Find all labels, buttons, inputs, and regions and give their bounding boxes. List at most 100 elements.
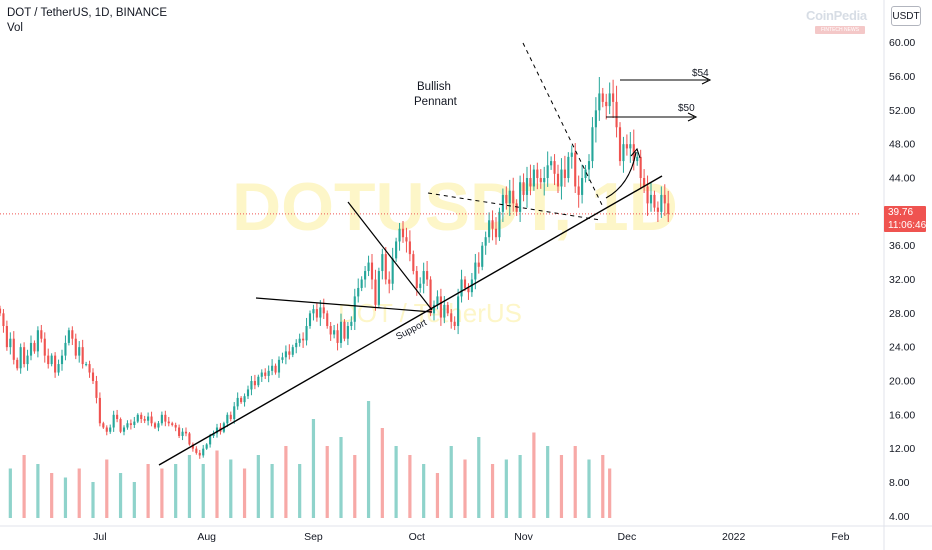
candle	[419, 277, 422, 293]
candle	[612, 79, 615, 119]
candle-body	[33, 342, 36, 352]
candle-body	[560, 169, 563, 187]
candle-body	[302, 338, 305, 341]
candle	[560, 158, 563, 200]
drawings	[158, 42, 712, 466]
candle	[143, 415, 146, 424]
candle-body	[370, 262, 374, 280]
volume-bar	[91, 482, 95, 518]
candle-body	[477, 262, 480, 267]
candle-body	[2, 313, 5, 327]
candle	[333, 324, 336, 339]
candle-body	[587, 161, 591, 170]
support-trendline	[158, 175, 663, 466]
candle-body	[360, 279, 363, 288]
candle-body	[85, 364, 88, 366]
candle-body	[26, 355, 29, 365]
candle-body	[594, 110, 597, 128]
candle-body	[229, 414, 232, 420]
candle	[181, 428, 184, 441]
candle-body	[415, 271, 418, 288]
bar-countdown: 11:06:46	[888, 219, 927, 231]
candle	[23, 342, 26, 368]
candle	[85, 361, 88, 367]
candle	[215, 423, 219, 438]
candle	[178, 424, 181, 439]
candle	[202, 444, 205, 458]
candle-body	[140, 414, 143, 420]
candle	[305, 317, 308, 346]
candle-body	[377, 271, 380, 305]
target-arrow-54-head	[701, 75, 712, 85]
candle	[601, 87, 604, 108]
candle-body	[439, 296, 442, 318]
candle-body	[167, 421, 170, 424]
symbol-title: DOT / TetherUS, 1D, BINANCE	[7, 7, 167, 19]
candle	[329, 321, 332, 341]
candle-body	[539, 178, 542, 183]
candle-body	[260, 372, 263, 377]
candle-body	[47, 355, 50, 365]
candle-body	[267, 370, 270, 376]
candle-body	[608, 93, 611, 107]
candle-body	[498, 211, 501, 238]
candle	[336, 323, 339, 351]
volume-bars	[8, 401, 612, 518]
x-axis[interactable]: Jul Aug Sep Oct Nov Dec 2022 Feb	[0, 525, 932, 543]
candle	[346, 321, 349, 346]
candle-body	[605, 101, 608, 107]
x-tick-label: Nov	[514, 531, 533, 543]
candle	[9, 332, 12, 355]
y-axis[interactable]: 60.0056.0052.0048.0044.0040.0036.0032.00…	[883, 0, 915, 550]
candle	[491, 210, 494, 241]
x-tick-label: Aug	[197, 531, 216, 543]
candle-body	[50, 355, 53, 365]
symbol-header: DOT / TetherUS, 1D, BINANCE Vol	[7, 6, 167, 36]
volume-bar	[242, 468, 247, 518]
candle-body	[591, 127, 594, 162]
candle-body	[178, 427, 181, 436]
candle	[353, 288, 356, 331]
candle-body	[171, 423, 174, 425]
candle	[481, 242, 484, 271]
candle	[567, 152, 570, 183]
candle	[374, 269, 377, 311]
currency-button[interactable]: USDT	[891, 6, 921, 26]
candle	[198, 449, 201, 459]
candle	[553, 154, 556, 186]
candle	[598, 76, 601, 121]
candle	[608, 82, 611, 115]
candle	[550, 156, 553, 170]
candle-body	[322, 307, 325, 314]
candle-body	[19, 347, 22, 369]
candle	[388, 271, 391, 294]
candle	[12, 331, 15, 365]
candle	[312, 304, 315, 321]
candle-body	[667, 203, 670, 214]
candle-body	[384, 254, 387, 280]
candle	[488, 212, 491, 243]
volume-bar	[394, 446, 398, 518]
candle	[67, 327, 70, 346]
candle	[477, 252, 480, 274]
candle-body	[546, 165, 549, 179]
candle-body	[553, 161, 556, 174]
y-tick-label: 36.00	[889, 240, 915, 252]
candle-body	[274, 365, 277, 373]
candle	[29, 335, 33, 361]
candle-body	[202, 448, 205, 456]
candle-body	[40, 330, 43, 339]
candle-body	[522, 182, 525, 195]
candle-body	[612, 93, 615, 102]
candle-body	[426, 271, 429, 280]
candle-body	[343, 321, 346, 339]
candle	[639, 149, 642, 190]
candle	[343, 319, 346, 342]
candle-body	[57, 364, 60, 373]
candle-body	[556, 173, 560, 187]
candle	[519, 175, 522, 222]
last-price-value: 39.76	[888, 206, 914, 218]
candle-body	[429, 279, 432, 314]
